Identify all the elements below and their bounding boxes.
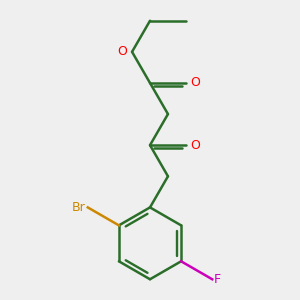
Text: O: O [190, 76, 200, 89]
Text: Br: Br [72, 201, 86, 214]
Text: F: F [214, 273, 221, 286]
Text: O: O [190, 139, 200, 152]
Text: O: O [117, 45, 127, 58]
